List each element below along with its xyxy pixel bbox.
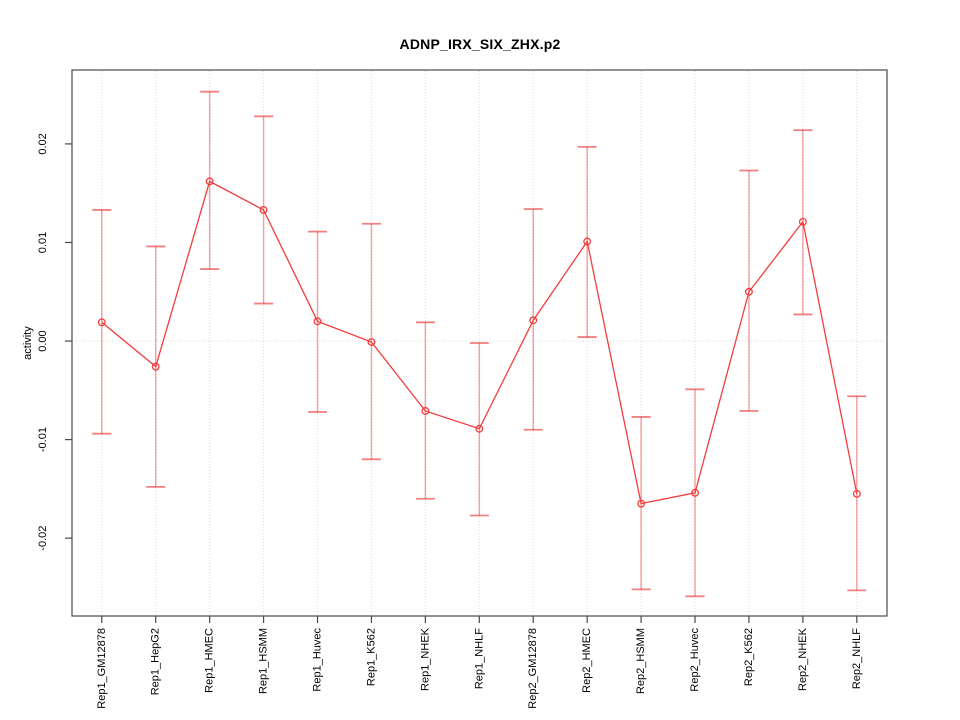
chart-title: ADNP_IRX_SIX_ZHX.p2	[399, 36, 561, 52]
x-tick-label: Rep1_GM12878	[96, 628, 108, 709]
data-point-marker	[475, 424, 484, 433]
y-axis-title: activity	[22, 326, 34, 360]
x-tick-label: Rep1_NHEK	[419, 627, 431, 691]
x-tick-label: Rep1_HSMM	[258, 628, 270, 694]
data-point-marker	[583, 237, 592, 246]
y-tick-label: -0.02	[37, 526, 49, 551]
y-tick-label: -0.01	[37, 427, 49, 452]
x-tick-label: Rep2_Huvec	[689, 628, 701, 692]
data-point-marker	[691, 488, 699, 497]
x-tick-label: Rep1_NHLF	[473, 628, 485, 689]
data-point-marker	[205, 177, 214, 186]
x-tick-label: Rep2_HMEC	[581, 628, 593, 693]
x-tick-label: Rep2_GM12878	[527, 628, 539, 709]
data-point-marker	[637, 499, 646, 508]
x-tick-label: Rep2_K562	[743, 628, 755, 686]
x-tick-label: Rep1_Huvec	[312, 628, 324, 692]
x-tick-label: Rep2_NHLF	[851, 628, 863, 689]
data-point-marker	[259, 205, 268, 214]
data-point-marker	[313, 317, 322, 326]
y-tick-label: 0.00	[37, 330, 49, 351]
data-point-marker	[421, 407, 430, 415]
data-point-marker	[529, 316, 538, 325]
x-tick-label: Rep1_K562	[365, 628, 377, 686]
data-point-marker	[97, 318, 106, 327]
x-tick-label: Rep2_HSMM	[635, 628, 647, 694]
data-point-marker	[852, 489, 861, 498]
data-point-marker	[745, 287, 753, 296]
x-tick-label: Rep1_HMEC	[204, 628, 216, 693]
data-point-marker	[151, 362, 160, 371]
x-tick-label: Rep1_HepG2	[150, 628, 162, 695]
data-point-marker	[367, 338, 376, 346]
y-tick-label: 0.02	[37, 133, 49, 154]
data-point-marker	[798, 217, 807, 226]
series-line	[101, 180, 858, 505]
y-tick-label: 0.01	[37, 232, 49, 253]
x-tick-label: Rep2_NHEK	[797, 627, 809, 691]
